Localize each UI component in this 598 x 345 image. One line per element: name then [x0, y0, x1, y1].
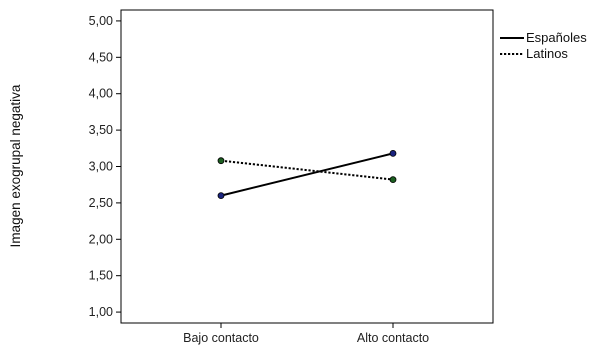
- series-line-1: [220, 159, 394, 181]
- legend-label: Españoles: [526, 30, 587, 45]
- y-tick-label: 2,50: [89, 196, 113, 210]
- y-tick-label: 1,50: [89, 269, 113, 283]
- y-axis: 1,00 1,50 2,00 2,50 3,00 3,50 4,00 4,50 5,00: [89, 14, 121, 319]
- x-tick-label: Alto contacto: [357, 331, 429, 345]
- y-tick-label: 5,00: [89, 14, 113, 28]
- y-axis-title: Imagen exogrupal negativa: [8, 84, 23, 247]
- data-point: [389, 176, 397, 184]
- x-tick-label: Bajo contacto: [183, 331, 259, 345]
- y-tick-label: 4,50: [89, 50, 113, 64]
- data-point: [217, 192, 225, 200]
- data-point: [217, 157, 225, 165]
- y-tick-label: 3,50: [89, 123, 113, 137]
- y-tick-label: 3,00: [89, 160, 113, 174]
- data-point: [389, 149, 397, 157]
- series-layer: [217, 149, 397, 200]
- series-line-0: [220, 152, 394, 197]
- y-tick-label: 2,00: [89, 232, 113, 246]
- plot-area: [120, 9, 494, 324]
- x-axis: Bajo contacto Alto contacto: [183, 323, 429, 345]
- legend-label: Latinos: [526, 46, 568, 61]
- y-tick-label: 1,00: [89, 305, 113, 319]
- y-tick-label: 4,00: [89, 87, 113, 101]
